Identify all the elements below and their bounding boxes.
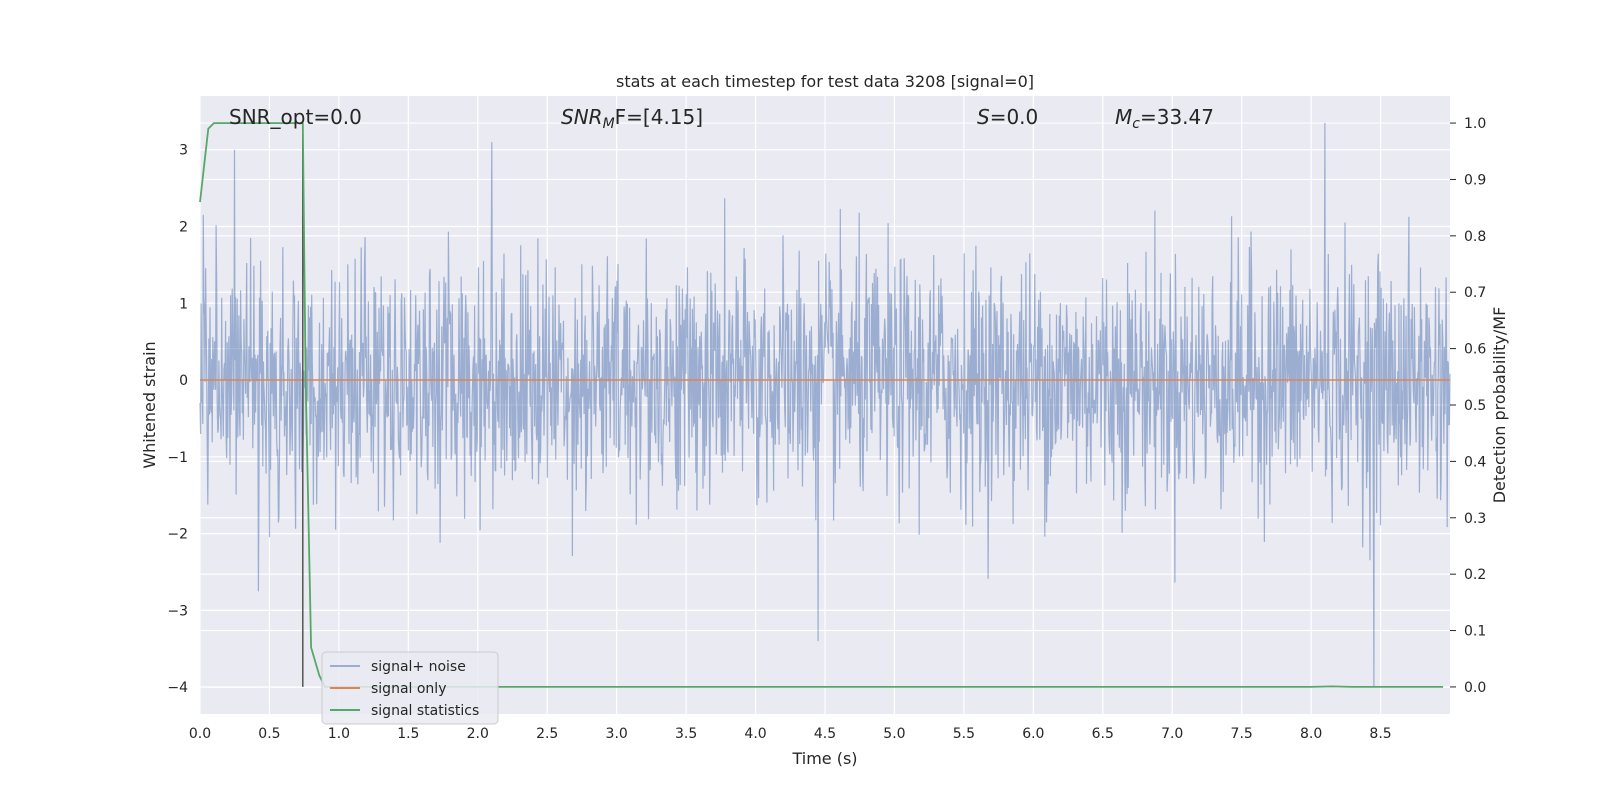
x-tick-label: 0.5 — [258, 726, 280, 742]
y-tick-label: 1 — [179, 296, 188, 312]
series-signal-noise — [199, 122, 1451, 688]
x-tick-label: 8.5 — [1369, 726, 1391, 742]
y2-tick-label: 0.4 — [1464, 454, 1486, 470]
x-tick-label: 5.5 — [953, 726, 975, 742]
x-tick-label: 8.0 — [1300, 726, 1322, 742]
chart-title: stats at each timestep for test data 320… — [616, 72, 1034, 91]
legend-label-signal-only: signal only — [371, 681, 446, 697]
y-tick-label: −3 — [167, 603, 188, 619]
annotation-mc: Mc=33.47 — [1115, 105, 1214, 132]
legend-label-signal-noise: signal+ noise — [371, 659, 466, 675]
y2-tick-label: 1.0 — [1464, 116, 1486, 132]
x-tick-label: 7.5 — [1231, 726, 1253, 742]
annotation-s-symbol: S — [977, 105, 990, 129]
annotation-s-value: =0.0 — [990, 105, 1039, 129]
annotation-s: S=0.0 — [977, 105, 1038, 129]
x-tick-label: 6.0 — [1022, 726, 1044, 742]
x-tick-label: 7.0 — [1161, 726, 1183, 742]
legend-box — [321, 651, 499, 725]
legend-label-signal-statistics: signal statistics — [371, 703, 479, 719]
annotation-snr-mf: SNRMF=[4.15] — [561, 105, 703, 132]
y-tick-label: −2 — [167, 527, 188, 543]
annotation-mc-symbol: M — [1115, 105, 1132, 129]
series-line-signal-noise — [199, 122, 1451, 688]
annotation-mc-subscript: c — [1132, 116, 1140, 132]
y-axis-label: Whitened strain — [140, 341, 159, 468]
x-tick-label: 2.0 — [467, 726, 489, 742]
x-tick-label: 1.5 — [397, 726, 419, 742]
y2-tick-label: 0.1 — [1464, 624, 1486, 640]
y-tick-label: −1 — [167, 450, 188, 466]
x-tick-label: 4.5 — [814, 726, 836, 742]
x-tick-label: 1.0 — [328, 726, 350, 742]
y2-tick-label: 0.8 — [1464, 229, 1486, 245]
x-tick-label: 5.0 — [883, 726, 905, 742]
y2-tick-label: 0.3 — [1464, 511, 1486, 527]
x-tick-label: 3.5 — [675, 726, 697, 742]
tick-labels: 0.0 0.5 1.0 1.5 2.0 2.5 3.0 3.5 4.0 4.5 5.0 5.5 6.0 6… — [167, 116, 1486, 742]
y2-axis-label: Detection probability/MF — [1490, 307, 1509, 504]
x-tick-label: 2.5 — [536, 726, 558, 742]
y2-tick-label: 0.9 — [1464, 172, 1486, 188]
annotation-snr-mf-symbol: SNR — [561, 105, 603, 129]
annotation-snr-opt: SNR_opt=0.0 — [229, 105, 362, 129]
y2-tick-label: 0.7 — [1464, 285, 1486, 301]
x-tick-label: 0.0 — [189, 726, 211, 742]
x-tick-label: 3.0 — [606, 726, 628, 742]
y2-tick-label: 0.2 — [1464, 567, 1486, 583]
x-tick-label: 6.5 — [1092, 726, 1114, 742]
x-axis-label: Time (s) — [791, 749, 857, 768]
y-tick-label: −4 — [167, 680, 188, 696]
y2-tick-label: 0.5 — [1464, 398, 1486, 414]
annotation-snr-mf-value: F=[4.15] — [615, 105, 703, 129]
annotation-snr-mf-subscript: M — [603, 116, 615, 132]
y-tick-label: 2 — [179, 220, 188, 236]
y2-tick-label: 0.6 — [1464, 342, 1486, 358]
y-tick-label: 3 — [179, 143, 188, 159]
annotation-mc-value: =33.47 — [1140, 105, 1214, 129]
x-tick-label: 4.0 — [744, 726, 766, 742]
y2-tick-label: 0.0 — [1464, 680, 1486, 696]
legend: signal+ noise signal only signal statist… — [321, 651, 499, 725]
y-tick-label: 0 — [179, 373, 188, 389]
